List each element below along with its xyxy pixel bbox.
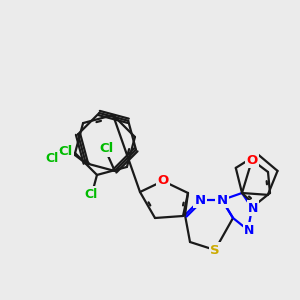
Text: Cl: Cl <box>100 142 114 155</box>
Text: N: N <box>194 194 206 206</box>
Text: O: O <box>158 175 169 188</box>
Text: Cl: Cl <box>59 145 73 158</box>
Text: N: N <box>244 224 254 236</box>
Text: N: N <box>248 202 258 214</box>
Text: Cl: Cl <box>45 152 58 165</box>
Text: S: S <box>210 244 220 256</box>
Text: Cl: Cl <box>85 188 98 201</box>
Text: O: O <box>246 154 258 166</box>
Text: N: N <box>216 194 228 206</box>
